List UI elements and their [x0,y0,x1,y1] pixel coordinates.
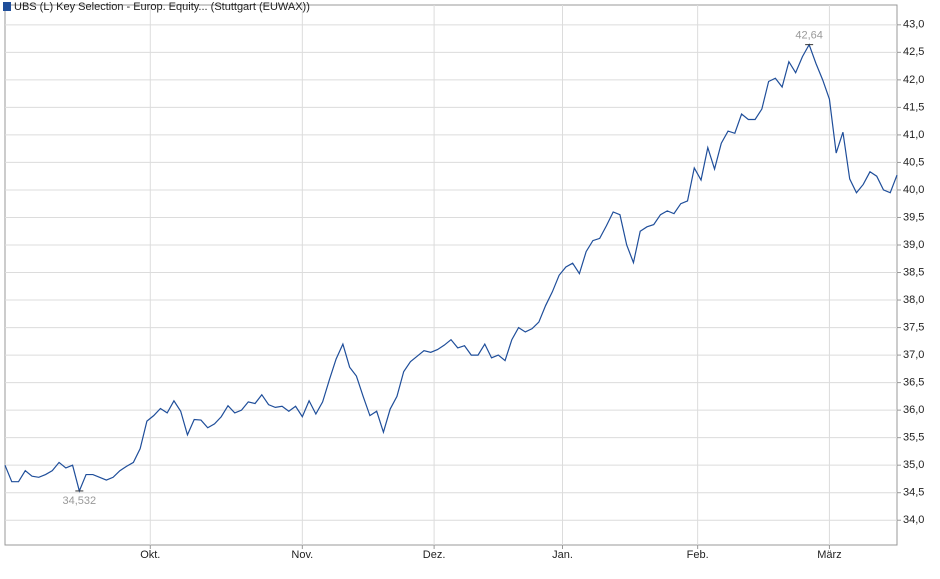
x-tick-label: Okt. [140,549,160,561]
y-tick-label: 36,5 [903,377,924,389]
y-tick-label: 41,0 [903,129,924,141]
y-tick-label: 39,0 [903,239,924,251]
y-tick-label: 34,0 [903,514,924,526]
annotation: 42,64 [795,30,823,42]
legend-label: UBS (L) Key Selection - Europ. Equity...… [14,1,310,13]
y-tick-label: 35,5 [903,432,924,444]
y-tick-label: 42,5 [903,46,924,58]
x-tick-label: Jan. [552,549,573,561]
x-tick-label: Dez. [423,549,446,561]
y-tick-label: 34,5 [903,487,924,499]
y-tick-label: 36,0 [903,404,924,416]
y-tick-label: 41,5 [903,101,924,113]
y-tick-label: 38,0 [903,294,924,306]
legend-swatch [3,2,11,11]
line [4,43,898,493]
x-tick-label: März [817,549,841,561]
y-tick-label: 37,5 [903,321,924,333]
y-tick-label: 37,0 [903,349,924,361]
y-tick-label: 38,5 [903,266,924,278]
y-tick-label: 40,0 [903,184,924,196]
y-tick-label: 35,0 [903,459,924,471]
annotation: 34,532 [63,495,97,507]
y-tick-label: 42,0 [903,74,924,86]
y-tick-label: 39,5 [903,211,924,223]
y-tick-label: 43,0 [903,19,924,31]
y-tick-label: 40,5 [903,156,924,168]
plot-frame [4,4,898,546]
x-tick-label: Nov. [291,549,313,561]
x-tick-label: Feb. [687,549,709,561]
